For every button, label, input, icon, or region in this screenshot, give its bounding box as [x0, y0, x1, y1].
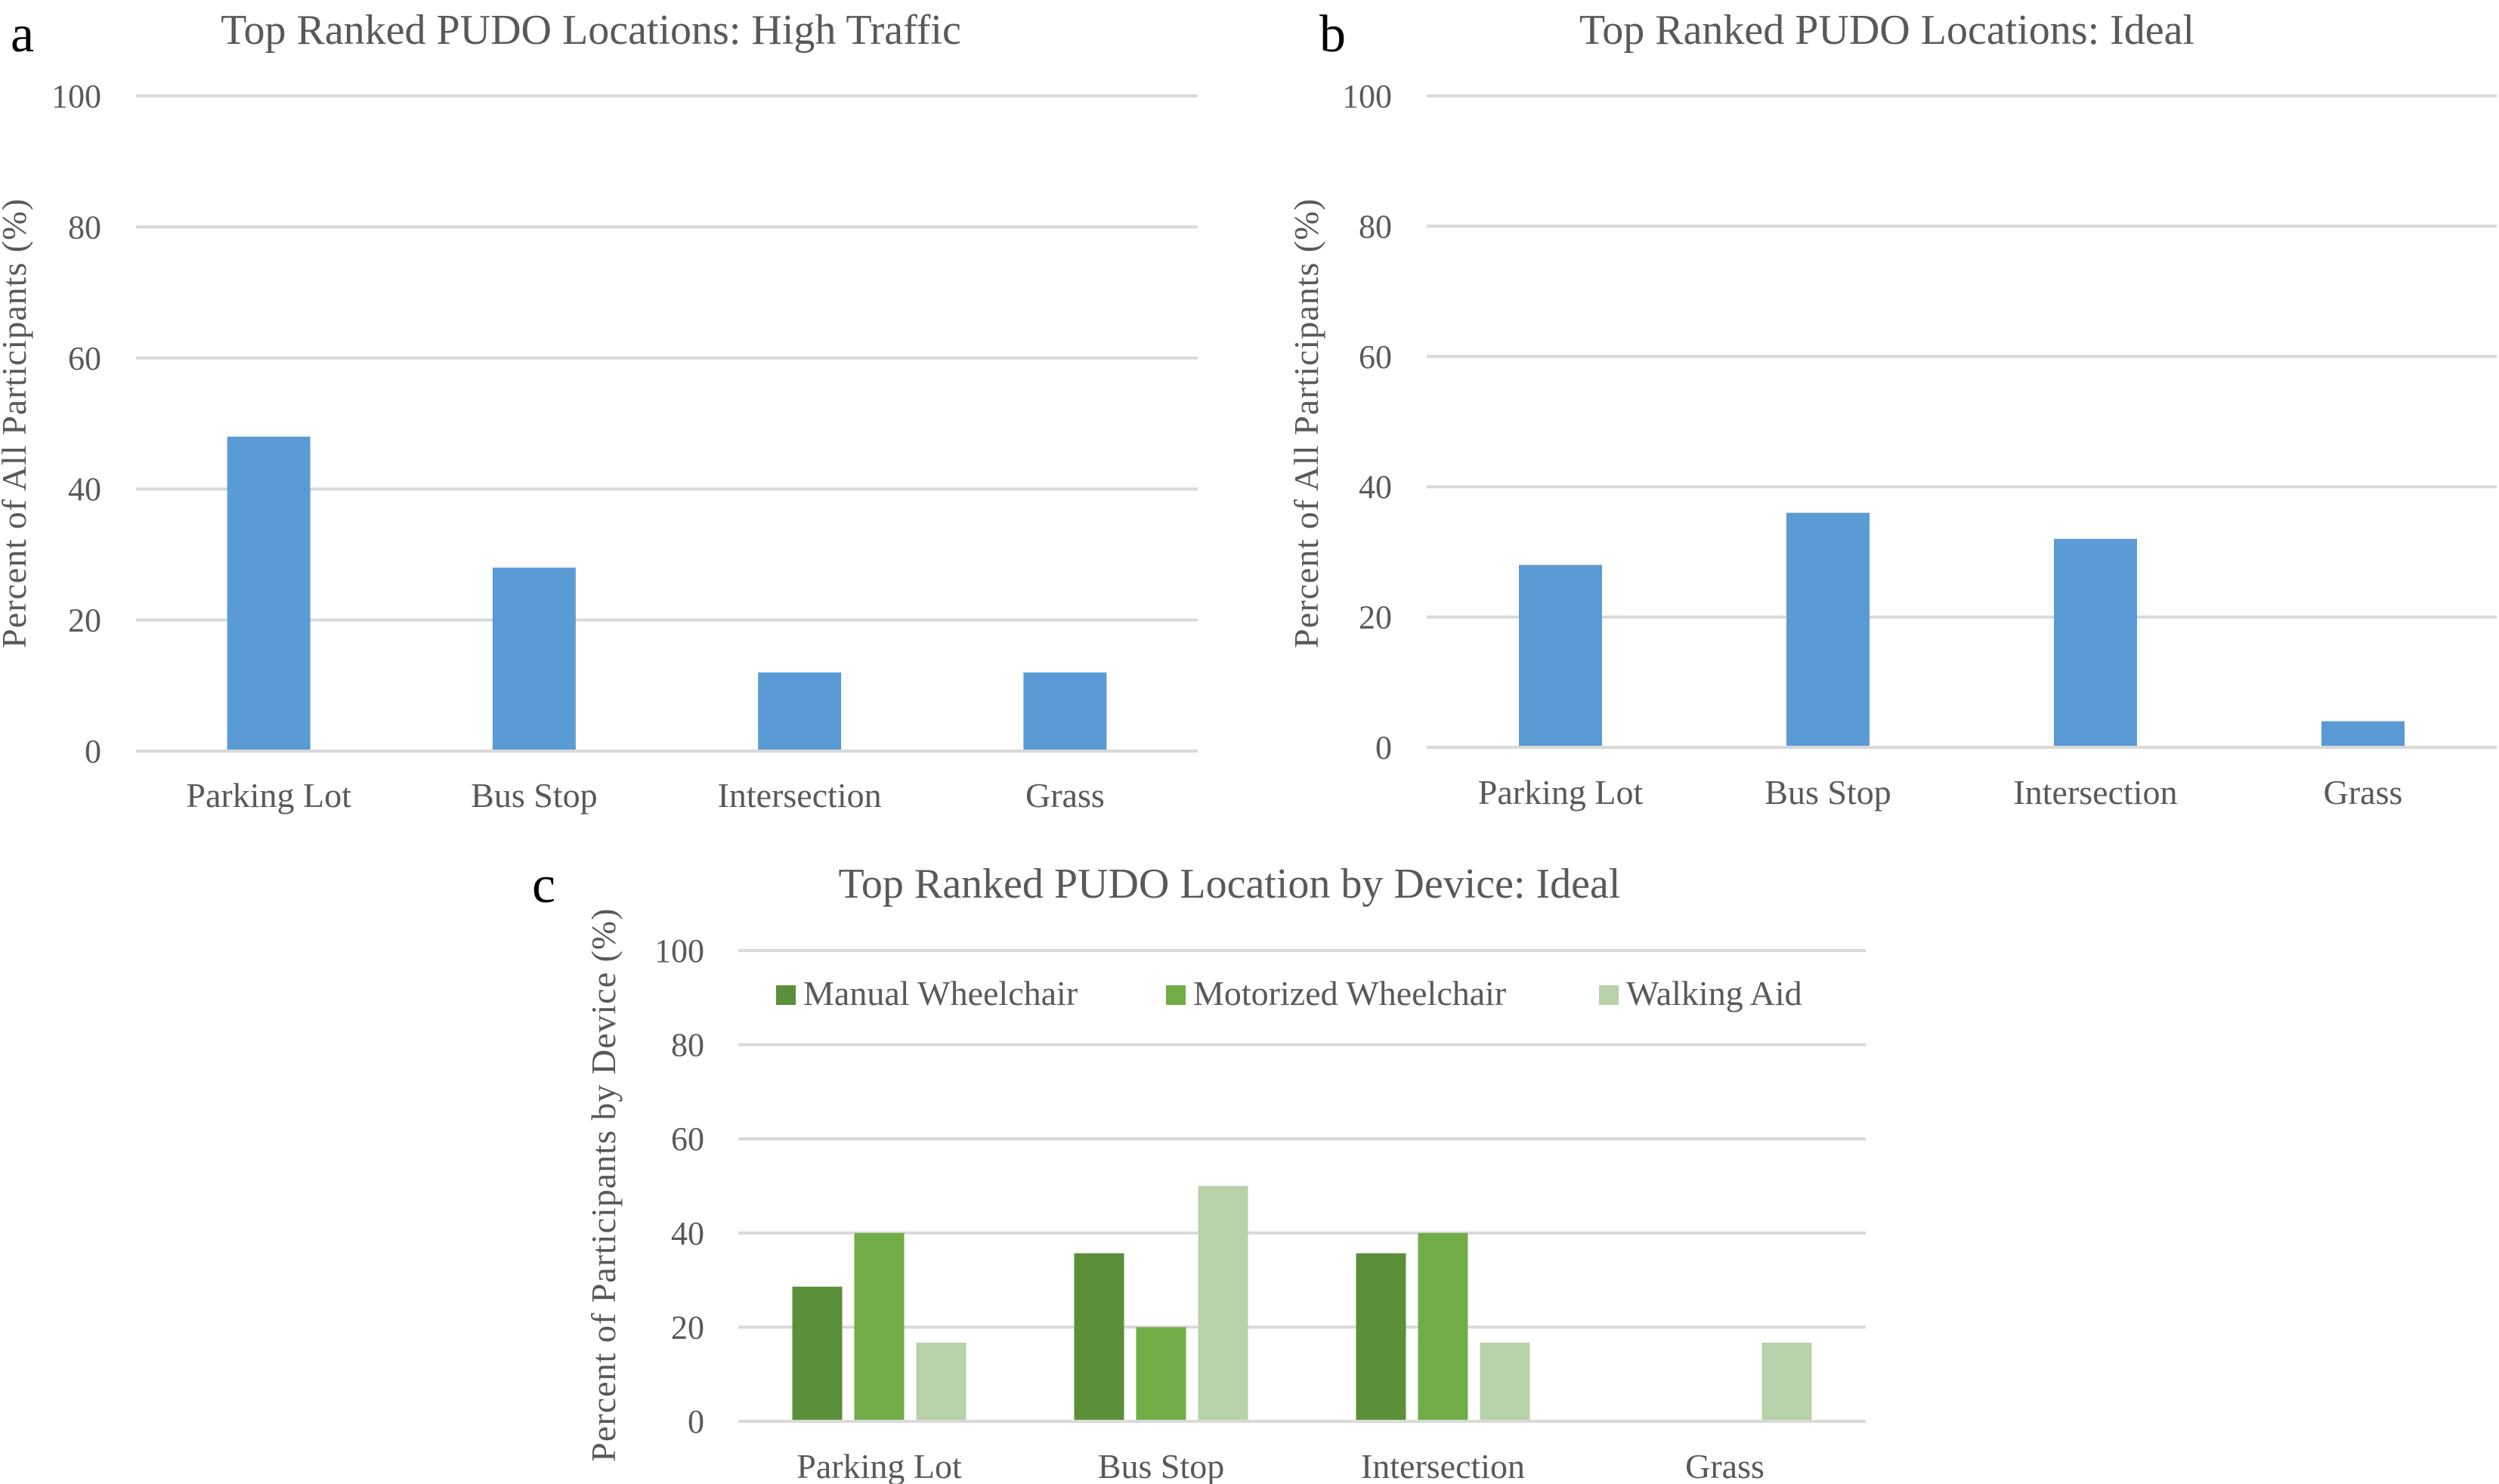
- y-tick-label: 80: [68, 209, 101, 246]
- x-tick-label: Parking Lot: [186, 776, 351, 815]
- y-tick-label: 0: [85, 733, 101, 770]
- x-tick-label: Intersection: [2013, 773, 2177, 812]
- chart-title-b: Top Ranked PUDO Locations: Ideal: [1579, 7, 2194, 54]
- legend: Manual Wheelchair Motorized Wheelchair Wal…: [776, 974, 1802, 1013]
- y-tick-label: 100: [1342, 78, 1392, 115]
- y-tick-label: 0: [1375, 729, 1392, 766]
- y-tick-label: 100: [654, 932, 704, 969]
- bar: [1356, 1253, 1406, 1420]
- x-tick-label: Bus Stop: [1764, 773, 1891, 812]
- panel-letter-b: b: [1319, 5, 1346, 63]
- y-axis-label-c: Percent of Participants by Device (%): [584, 907, 623, 1461]
- x-tick-label: Bus Stop: [1098, 1447, 1224, 1484]
- y-tick-label: 60: [1359, 339, 1392, 376]
- legend-swatch: [1166, 985, 1186, 1005]
- x-tick-label: Parking Lot: [1478, 773, 1644, 812]
- y-tick-label: 20: [1359, 599, 1392, 636]
- y-tick-label: 40: [1359, 468, 1392, 505]
- x-tick-label: Intersection: [718, 776, 882, 815]
- y-tick-label: 60: [68, 340, 101, 377]
- y-tick-label: 40: [671, 1215, 704, 1252]
- y-tick-label: 40: [68, 471, 101, 508]
- bar: [1786, 512, 1870, 746]
- x-tick-label: Intersection: [1361, 1447, 1525, 1484]
- x-tick-label: Grass: [1025, 776, 1105, 815]
- y-tick-label: 80: [671, 1027, 704, 1064]
- bar: [916, 1342, 967, 1420]
- chart-panel-c: c Top Ranked PUDO Location by Device: Id…: [532, 856, 1866, 1484]
- legend-label: Manual Wheelchair: [803, 974, 1078, 1013]
- panel-letter-c: c: [532, 856, 555, 914]
- bar: [1136, 1327, 1186, 1420]
- bar: [792, 1286, 843, 1420]
- y-axis-label-a: Percent of All Participants (%): [0, 198, 33, 648]
- y-tick-label: 60: [671, 1121, 704, 1158]
- y-tick-label: 80: [1359, 208, 1392, 245]
- y-tick-label: 20: [671, 1309, 704, 1346]
- x-tick-label: Bus Stop: [471, 776, 597, 815]
- x-tick-label: Parking Lot: [796, 1447, 962, 1484]
- bar: [492, 567, 576, 750]
- chart-title-c: Top Ranked PUDO Location by Device: Idea…: [839, 861, 1621, 907]
- chart-panel-b: b Top Ranked PUDO Locations: Ideal Perce…: [1287, 5, 2497, 812]
- bar: [758, 672, 842, 750]
- bar: [1480, 1342, 1530, 1420]
- bar: [2054, 539, 2137, 746]
- y-tick-label: 0: [688, 1403, 704, 1440]
- chart-title-a: Top Ranked PUDO Locations: High Traffic: [221, 7, 961, 54]
- x-tick-label: Grass: [1685, 1447, 1764, 1484]
- bar: [227, 436, 311, 750]
- bar: [1023, 672, 1107, 750]
- y-tick-label: 20: [68, 602, 101, 639]
- chart-panel-a: a Top Ranked PUDO Locations: High Traffi…: [0, 5, 1198, 815]
- x-tick-label: Grass: [2324, 773, 2403, 812]
- legend-label: Walking Aid: [1626, 974, 1802, 1013]
- bar: [1074, 1253, 1124, 1420]
- bar: [1418, 1232, 1468, 1420]
- bar: [854, 1232, 905, 1420]
- legend-swatch: [1599, 985, 1619, 1005]
- bar: [1198, 1186, 1248, 1420]
- bar: [1761, 1342, 1812, 1420]
- legend-label: Motorized Wheelchair: [1193, 974, 1506, 1013]
- legend-swatch: [776, 985, 796, 1005]
- y-axis-label-b: Percent of All Participants (%): [1287, 198, 1325, 648]
- panel-letter-a: a: [11, 5, 34, 63]
- bar: [1519, 564, 1602, 746]
- bar: [2321, 721, 2405, 746]
- y-tick-label: 100: [51, 78, 101, 115]
